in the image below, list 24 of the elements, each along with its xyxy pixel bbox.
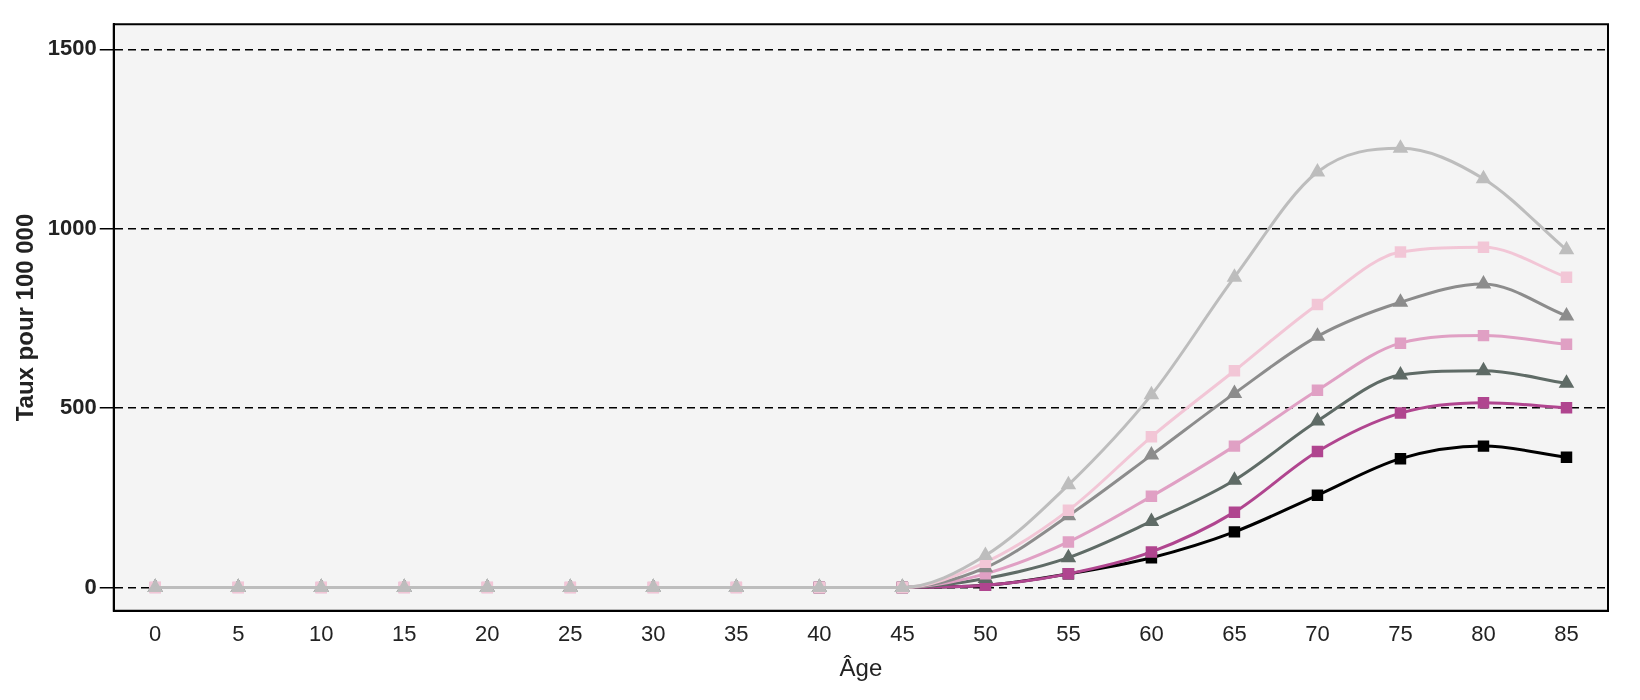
x-tick-label: 25	[558, 621, 583, 647]
x-tick-label: 75	[1388, 621, 1413, 647]
x-tick-label: 10	[309, 621, 334, 647]
y-tick-label: 0	[84, 573, 97, 599]
x-tick-label: 65	[1222, 621, 1247, 647]
x-tick-label: 15	[392, 621, 417, 647]
x-tick-label: 0	[149, 621, 162, 647]
y-axis-title: Taux pour 100 000	[11, 213, 39, 422]
x-axis-title: Âge	[839, 654, 883, 682]
x-tick-label: 5	[232, 621, 245, 647]
x-tick-label: 35	[724, 621, 749, 647]
x-tick-label: 60	[1139, 621, 1164, 647]
x-tick-label: 50	[973, 621, 998, 647]
y-tick-label: 1000	[47, 214, 97, 240]
x-tick-label: 30	[641, 621, 666, 647]
x-tick-label: 20	[475, 621, 500, 647]
y-tick-label: 1500	[47, 35, 97, 61]
x-tick-label: 70	[1305, 621, 1330, 647]
x-tick-label: 40	[807, 621, 832, 647]
x-tick-label: 55	[1056, 621, 1081, 647]
y-tick-label: 500	[60, 394, 97, 420]
x-tick-label: 45	[890, 621, 915, 647]
x-tick-label: 85	[1554, 621, 1579, 647]
x-tick-label: 80	[1471, 621, 1496, 647]
